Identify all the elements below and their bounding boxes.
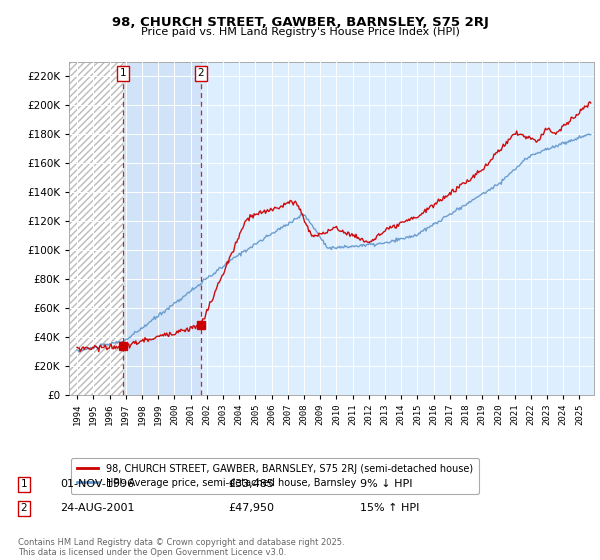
Text: 98, CHURCH STREET, GAWBER, BARNSLEY, S75 2RJ: 98, CHURCH STREET, GAWBER, BARNSLEY, S75… (112, 16, 488, 29)
Text: 15% ↑ HPI: 15% ↑ HPI (360, 503, 419, 514)
Text: 01-NOV-1996: 01-NOV-1996 (60, 479, 134, 489)
Text: 2: 2 (20, 503, 28, 514)
Text: 24-AUG-2001: 24-AUG-2001 (60, 503, 134, 514)
Text: 1: 1 (20, 479, 28, 489)
Text: Price paid vs. HM Land Registry's House Price Index (HPI): Price paid vs. HM Land Registry's House … (140, 27, 460, 37)
Text: £47,950: £47,950 (228, 503, 274, 514)
Text: £33,485: £33,485 (228, 479, 274, 489)
Text: Contains HM Land Registry data © Crown copyright and database right 2025.
This d: Contains HM Land Registry data © Crown c… (18, 538, 344, 557)
Text: 2: 2 (197, 68, 204, 78)
Text: 1: 1 (119, 68, 126, 78)
Legend: 98, CHURCH STREET, GAWBER, BARNSLEY, S75 2RJ (semi-detached house), HPI: Average: 98, CHURCH STREET, GAWBER, BARNSLEY, S75… (71, 458, 479, 493)
Bar (69, 62, 123, 395)
Bar (123, 62, 201, 395)
Text: 9% ↓ HPI: 9% ↓ HPI (360, 479, 413, 489)
